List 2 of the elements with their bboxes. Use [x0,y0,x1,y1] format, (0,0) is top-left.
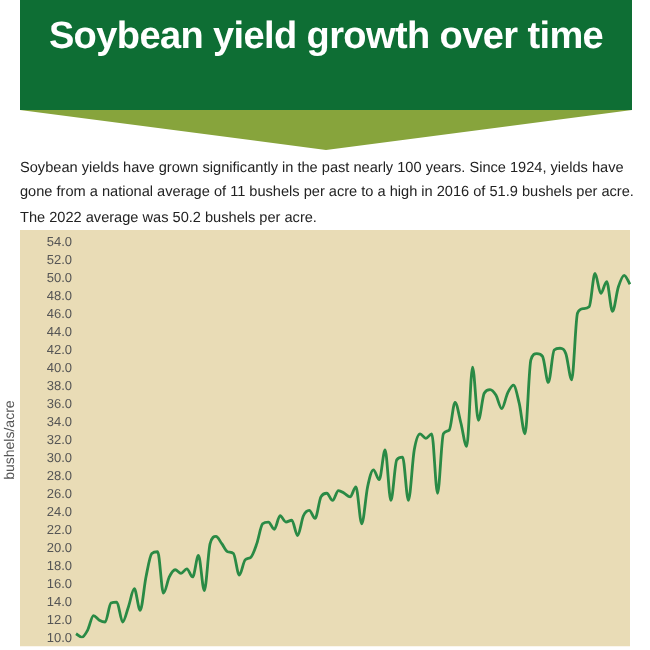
chart-title: Soybean yield growth over time [46,16,606,60]
line-series [74,272,632,639]
